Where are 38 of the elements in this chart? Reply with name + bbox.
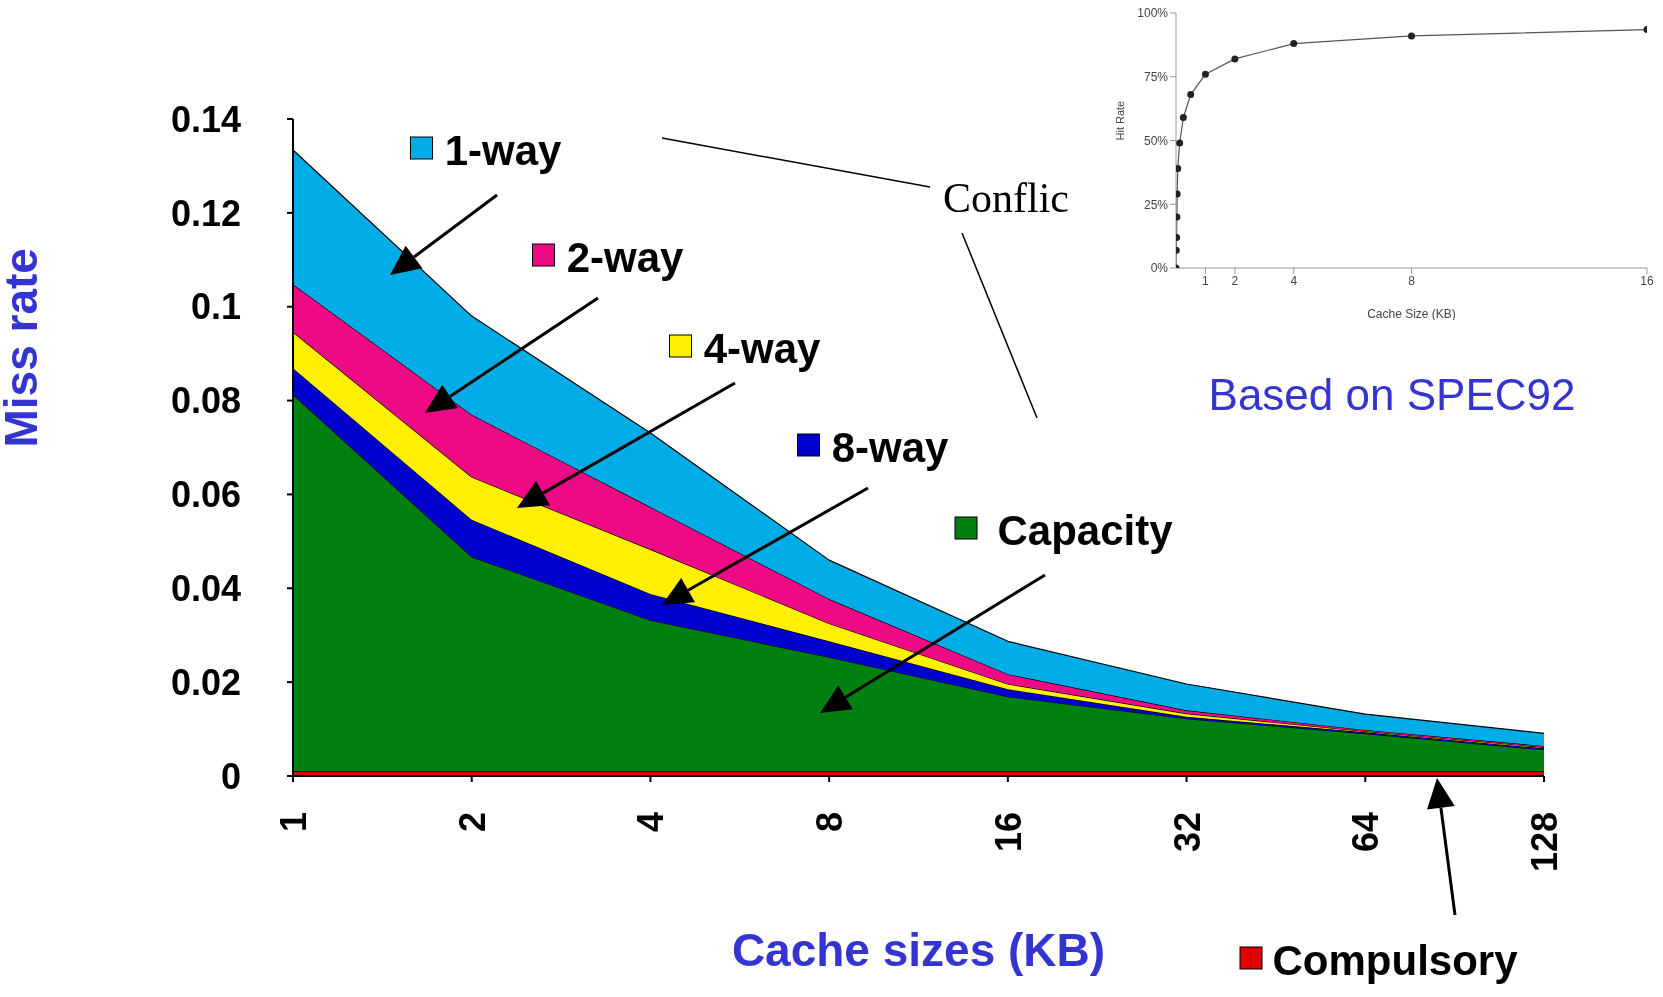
- y-tick-label: 50%: [1143, 133, 1169, 148]
- y-tick-label: 25%: [1143, 197, 1169, 212]
- x-tick-label: 2: [1231, 273, 1239, 288]
- x-tick-label: 8: [1408, 273, 1416, 288]
- x-tick-label: 16: [987, 812, 1029, 853]
- x-tick-label: 2: [451, 812, 493, 833]
- y-axis-title: Hit Rate: [1113, 100, 1126, 141]
- y-axis-title: Miss rate: [0, 248, 48, 448]
- x-tick-label: 32: [1166, 812, 1208, 853]
- y-tick-label: 0.14: [170, 98, 241, 140]
- y-tick-label: 0.02: [170, 661, 241, 703]
- x-tick-label: 16: [1640, 273, 1654, 288]
- y-tick-label: 75%: [1143, 70, 1169, 85]
- y-tick-label: 100%: [1137, 6, 1169, 21]
- y-tick-label: 0%: [1150, 261, 1169, 276]
- legend-label: 2-way: [566, 234, 684, 281]
- x-tick-label: 8: [808, 812, 850, 833]
- x-tick-label: 4: [1290, 273, 1298, 288]
- y-tick-label: 0.12: [170, 192, 241, 234]
- legend-label: 1-way: [444, 127, 562, 174]
- y-tick-label: 0.04: [170, 568, 241, 610]
- x-tick-label: 64: [1344, 812, 1386, 853]
- x-tick-label: 1: [1202, 273, 1210, 288]
- annotation: Based on SPEC92: [1208, 370, 1576, 419]
- legend-label: Compulsory: [1272, 937, 1519, 984]
- x-tick-label: 128: [1523, 812, 1565, 873]
- legend-label: 4-way: [703, 325, 821, 372]
- y-tick-label: 0.1: [190, 286, 241, 328]
- y-tick-label: 0.08: [170, 380, 241, 422]
- legend-label: Capacity: [997, 507, 1174, 554]
- annotation: Conflic: [943, 175, 1069, 221]
- x-axis-title: Cache Size (KB): [1367, 307, 1456, 321]
- x-tick-label: 1: [272, 812, 314, 833]
- x-axis-title: Cache sizes (KB): [731, 924, 1106, 976]
- y-tick-label: 0.06: [170, 474, 241, 516]
- x-tick-label: 4: [629, 812, 671, 833]
- legend-label: 8-way: [831, 424, 949, 471]
- y-tick-label: 0: [220, 755, 241, 797]
